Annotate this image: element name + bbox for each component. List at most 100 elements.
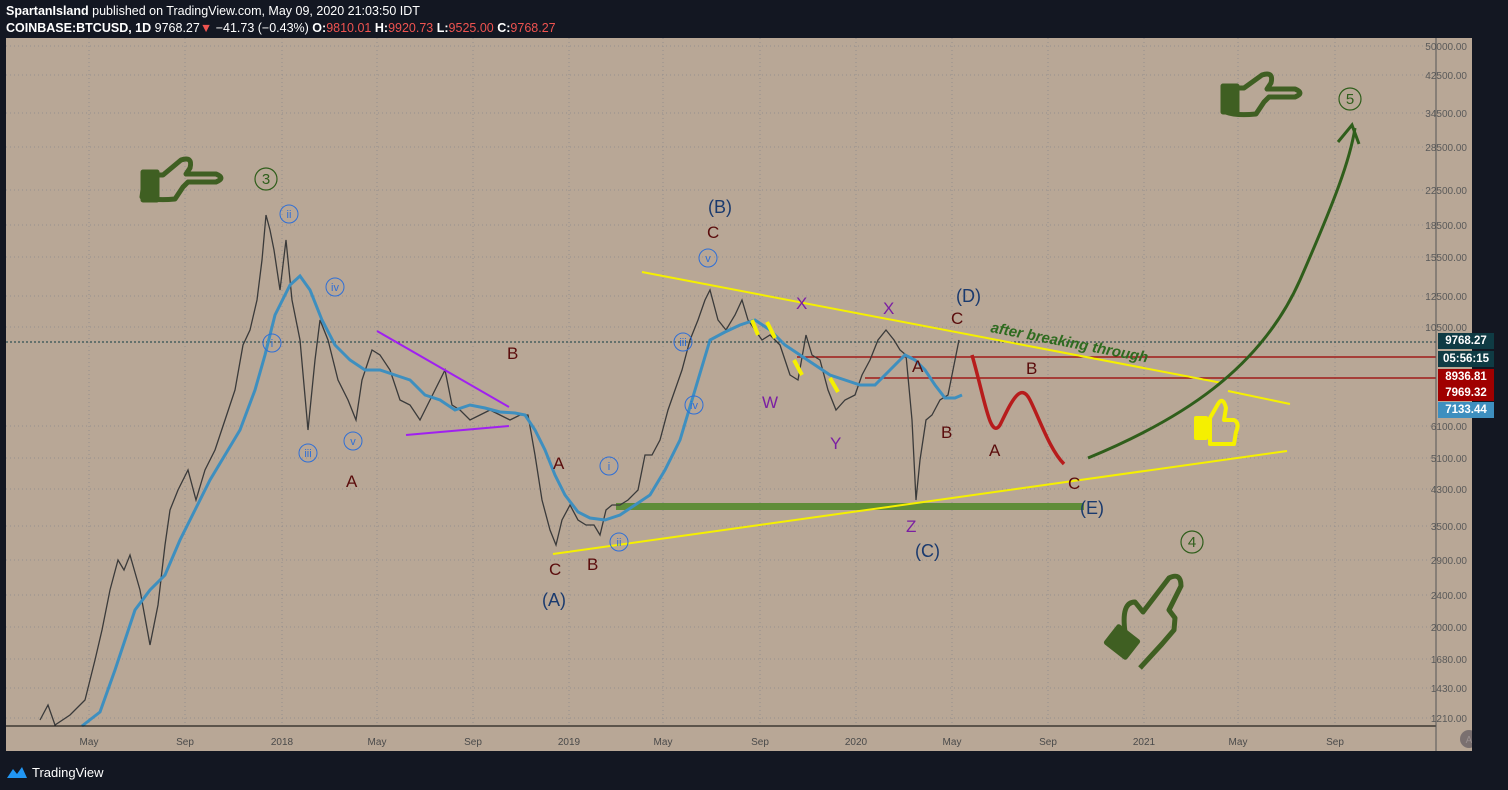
close-value: 9768.27 (510, 21, 556, 35)
circled-number-text: 3 4 5 (262, 91, 1354, 551)
svg-text:3500.00: 3500.00 (1431, 522, 1468, 533)
svg-text:X: X (796, 294, 807, 313)
svg-text:ii: ii (287, 209, 292, 221)
svg-text:ii: ii (617, 537, 622, 549)
symbol-name: COINBASE:BTCUSD, 1D (6, 21, 152, 35)
svg-text:iii: iii (679, 337, 686, 349)
svg-text:1210.00: 1210.00 (1431, 714, 1468, 725)
circled-wave-numbers (254, 87, 1362, 554)
svg-text:50000.00: 50000.00 (1425, 42, 1467, 53)
auto-scale-label[interactable]: A (1466, 735, 1473, 746)
down-arrow-icon: ▼ (199, 21, 213, 35)
yellow-marks (750, 319, 840, 393)
pointing-up-hand-icon (1103, 573, 1184, 670)
svg-text:W: W (762, 393, 778, 412)
ma-tag: 7133.44 (1438, 402, 1494, 418)
pointing-hand-icon-2 (1220, 71, 1303, 118)
svg-text:5100.00: 5100.00 (1431, 454, 1468, 465)
svg-text:A: A (989, 441, 1001, 460)
open-value: 9810.01 (326, 21, 372, 35)
svg-text:2019: 2019 (558, 737, 581, 748)
svg-text:4: 4 (1188, 534, 1196, 551)
svg-text:Sep: Sep (1326, 737, 1344, 748)
svg-text:28500.00: 28500.00 (1425, 143, 1467, 154)
svg-text:A: A (912, 357, 924, 376)
svg-text:iii: iii (304, 448, 311, 460)
close-label: C: (497, 21, 511, 35)
svg-text:B: B (941, 423, 952, 442)
moving-average-line (81, 273, 963, 728)
svg-text:C: C (951, 309, 963, 328)
svg-text:Sep: Sep (176, 737, 194, 748)
high-label: H: (374, 21, 389, 35)
svg-text:2900.00: 2900.00 (1431, 556, 1468, 567)
pointing-hand-icon (139, 156, 224, 203)
support-zone (616, 503, 1084, 510)
footer-brand[interactable]: TradingView (6, 761, 104, 783)
svg-text:May: May (1229, 737, 1248, 748)
svg-text:A: A (553, 454, 565, 473)
svg-text:1430.00: 1430.00 (1431, 684, 1468, 695)
svg-text:1680.00: 1680.00 (1431, 655, 1468, 666)
x-axis-labels: May Sep 2018 May Sep 2019 May Sep 2020 M… (80, 737, 1345, 748)
svg-text:i: i (271, 338, 273, 350)
svg-text:2000.00: 2000.00 (1431, 623, 1468, 634)
svg-text:C: C (1068, 474, 1080, 493)
svg-text:18500.00: 18500.00 (1425, 221, 1467, 232)
publish-info: SpartanIsland published on TradingView.c… (6, 4, 420, 18)
level2-tag: 7969.32 (1438, 385, 1494, 401)
open-label: O: (312, 21, 327, 35)
svg-text:3: 3 (262, 171, 270, 188)
svg-text:X: X (883, 299, 894, 318)
chart-area[interactable]: A B A C B C C A B A B C W X X Y Z (A) (B) (C) (D) (E)… (6, 38, 1478, 751)
svg-text:May: May (943, 737, 962, 748)
svg-text:15500.00: 15500.00 (1425, 253, 1467, 264)
svg-text:6100.00: 6100.00 (1431, 422, 1468, 433)
svg-text:B: B (587, 555, 598, 574)
low-value: 9525.00 (448, 21, 494, 35)
svg-text:4300.00: 4300.00 (1431, 485, 1468, 496)
svg-text:v: v (705, 253, 711, 265)
price-series (39, 214, 960, 727)
svg-text:i: i (608, 461, 610, 473)
published-text: published on TradingView.com, May 09, 20… (92, 4, 420, 18)
svg-text:(E): (E) (1080, 498, 1104, 518)
pennant-lines (376, 330, 510, 436)
svg-text:May: May (368, 737, 387, 748)
svg-text:22500.00: 22500.00 (1425, 186, 1467, 197)
grid (6, 38, 1432, 726)
symbol-info: COINBASE:BTCUSD, 1D 9768.27▼ −41.73 (−0.… (6, 21, 556, 35)
last-price: 9768.27 (154, 21, 200, 35)
svg-text:v: v (350, 436, 356, 448)
svg-text:iv: iv (331, 282, 339, 294)
y-axis-labels: 50000.00 42500.00 34500.00 28500.00 2250… (1425, 42, 1467, 725)
svg-text:2400.00: 2400.00 (1431, 591, 1468, 602)
svg-text:2020: 2020 (845, 737, 868, 748)
svg-text:iv: iv (690, 400, 698, 412)
minor-wave-labels: ii iv i iii v i ii iii iv v (262, 204, 718, 552)
svg-text:Sep: Sep (464, 737, 482, 748)
svg-text:10500.00: 10500.00 (1425, 323, 1467, 334)
svg-text:(C): (C) (915, 541, 940, 561)
svg-text:12500.00: 12500.00 (1425, 292, 1467, 303)
svg-text:5: 5 (1346, 91, 1354, 108)
svg-text:(D): (D) (956, 286, 981, 306)
price-change: −41.73 (−0.43%) (215, 21, 309, 35)
svg-text:Sep: Sep (751, 737, 769, 748)
brand-name: TradingView (32, 764, 104, 780)
svg-text:B: B (1026, 359, 1037, 378)
thumbs-up-icon (1194, 398, 1240, 446)
abc-labels: A B A C B C C A B A B C (346, 223, 1080, 579)
major-wave-labels: (A) (B) (C) (D) (E) (542, 197, 1104, 610)
author-name[interactable]: SpartanIsland (6, 4, 89, 18)
triangle-trendlines (552, 271, 1291, 555)
svg-text:A: A (346, 472, 358, 491)
wxyz-labels: W X X Y Z (762, 294, 916, 536)
arrow-head-icon (1336, 122, 1361, 145)
svg-text:C: C (707, 223, 719, 242)
chart-svg: A B A C B C C A B A B C W X X Y Z (A) (B) (C) (D) (E)… (6, 38, 1478, 751)
tradingview-logo-icon (7, 767, 27, 778)
svg-text:(A): (A) (542, 590, 566, 610)
svg-text:2018: 2018 (271, 737, 294, 748)
projected-wave5-arrow (1087, 127, 1357, 460)
